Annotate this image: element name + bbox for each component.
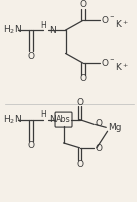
Text: Mg: Mg — [108, 123, 122, 132]
Text: H: H — [41, 110, 46, 119]
Text: O: O — [27, 52, 34, 61]
Text: N: N — [49, 115, 55, 124]
Text: $^-$: $^-$ — [108, 56, 115, 65]
Text: K$^+$: K$^+$ — [115, 61, 129, 73]
Text: N: N — [49, 26, 55, 35]
Text: O: O — [79, 0, 86, 9]
Text: H$_2$N: H$_2$N — [3, 24, 22, 36]
Text: O: O — [102, 59, 109, 68]
Text: O: O — [96, 119, 103, 128]
Text: $\cdot$$\cdot$: $\cdot$$\cdot$ — [54, 27, 59, 32]
FancyBboxPatch shape — [55, 112, 72, 127]
Text: O: O — [76, 160, 83, 169]
Text: K$^+$: K$^+$ — [115, 18, 129, 30]
Text: O: O — [96, 144, 103, 153]
Text: H$_2$N: H$_2$N — [3, 113, 22, 126]
Text: O: O — [102, 16, 109, 25]
Text: H: H — [41, 21, 46, 30]
Text: O: O — [76, 98, 83, 107]
Text: Abs: Abs — [56, 115, 71, 124]
Text: O: O — [79, 74, 86, 83]
Text: $^-$: $^-$ — [108, 13, 115, 22]
Text: O: O — [27, 141, 34, 150]
